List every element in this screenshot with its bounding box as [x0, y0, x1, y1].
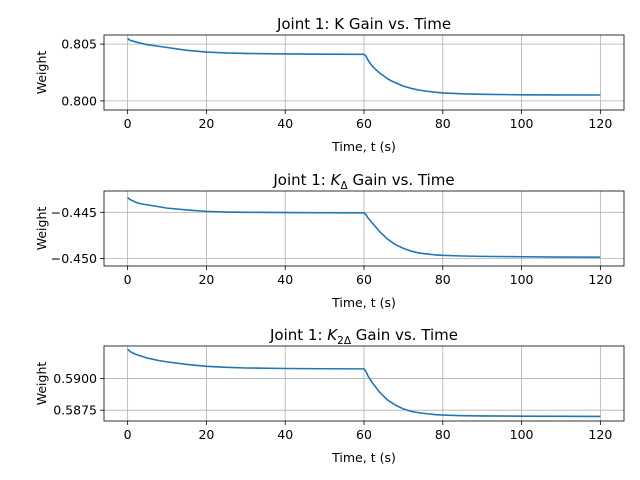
x-tick-label: 40 — [277, 116, 293, 131]
series-line — [127, 37, 601, 96]
x-axis-label: Time, t (s) — [331, 139, 396, 154]
x-tick-label: 120 — [588, 427, 612, 442]
title-subscript: Δ — [340, 180, 348, 192]
title-part: K — [331, 171, 342, 189]
title-part: Gain vs. Time — [348, 171, 455, 189]
y-tick-label: 0.800 — [61, 93, 97, 108]
y-axis-label: Weight — [34, 207, 49, 251]
subplot-2: 0 20 40 60 80 100 120 −0.445 −0.450 Time, t (s) We… — [34, 171, 625, 310]
title-subscript: 2Δ — [337, 335, 352, 347]
title-part: Joint 1: — [272, 171, 330, 189]
x-tick-label: 120 — [588, 116, 612, 131]
x-tick-label: 20 — [198, 427, 214, 442]
x-tick-label: 0 — [124, 427, 132, 442]
y-axis-label: Weight — [34, 51, 49, 95]
x-tick-label: 80 — [435, 427, 451, 442]
chart-title: Joint 1: KΔ Gain vs. Time — [272, 171, 454, 192]
x-tick-label: 80 — [435, 116, 451, 131]
title-part: Joint 1: K Gain vs. Time — [276, 15, 451, 33]
subplot-1: 0 20 40 60 80 100 120 0.800 0.805 Time, t (s) Weig… — [34, 15, 625, 154]
x-axis-label: Time, t (s) — [331, 450, 396, 465]
x-tick-label: 100 — [510, 427, 534, 442]
x-tick-label: 60 — [356, 427, 372, 442]
x-tick-label: 100 — [510, 272, 534, 287]
y-tick-label: −0.445 — [51, 205, 97, 220]
series-line — [127, 348, 601, 418]
y-axis-label: Weight — [34, 362, 49, 406]
title-part: K — [327, 326, 338, 344]
x-tick-label: 40 — [277, 427, 293, 442]
x-tick-label: 0 — [124, 116, 132, 131]
chart-title: Joint 1: K Gain vs. Time — [276, 15, 451, 33]
y-tick-label: 0.5875 — [53, 403, 97, 418]
series-line — [127, 196, 601, 258]
title-part: Gain vs. Time — [351, 326, 458, 344]
y-tick-label: −0.450 — [51, 251, 97, 266]
x-tick-label: 20 — [198, 272, 214, 287]
y-tick-label: 0.5900 — [53, 371, 97, 386]
x-tick-label: 40 — [277, 272, 293, 287]
x-tick-label: 60 — [356, 272, 372, 287]
y-tick-label: 0.805 — [61, 37, 97, 52]
x-tick-label: 120 — [588, 272, 612, 287]
panels: 0 20 40 60 80 100 120 0.800 0.805 Time, t (s) Weig… — [34, 15, 625, 465]
x-axis-label: Time, t (s) — [331, 295, 396, 310]
chart-title: Joint 1: K2Δ Gain vs. Time — [269, 326, 458, 347]
x-tick-label: 80 — [435, 272, 451, 287]
x-tick-label: 100 — [510, 116, 534, 131]
x-tick-label: 20 — [198, 116, 214, 131]
x-tick-label: 60 — [356, 116, 372, 131]
subplot-3: 0 20 40 60 80 100 120 0.5875 0.5900 Time, t (s) We… — [34, 326, 625, 465]
title-part: Joint 1: — [269, 326, 327, 344]
x-tick-label: 0 — [124, 272, 132, 287]
